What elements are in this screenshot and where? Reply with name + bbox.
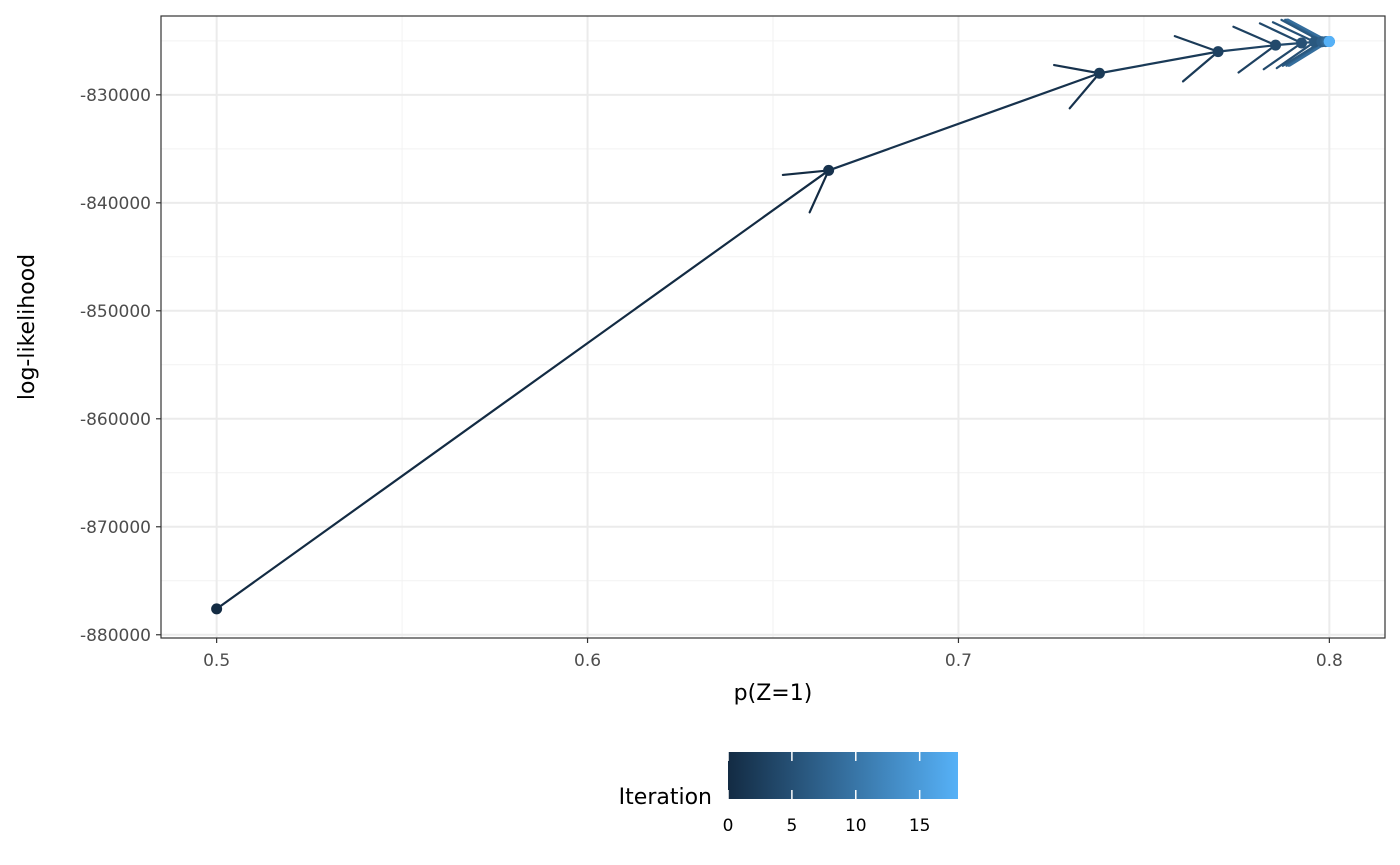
x-tick-label: 0.6: [574, 651, 601, 671]
axes: 0.5 0.6 0.7 0.8 -880000 -870000 -860000 -850000…: [80, 86, 1343, 671]
y-tick-label: -860000: [80, 410, 151, 430]
legend-tick-label: 0: [723, 816, 734, 836]
x-tick-label: 0.5: [203, 651, 230, 671]
segment-line: [215, 169, 830, 610]
legend-ticks: 0 5 10 15: [723, 752, 931, 836]
data-point: [1323, 35, 1335, 47]
data-point: [823, 164, 835, 176]
data-point: [211, 603, 223, 615]
data-point: [1093, 67, 1105, 79]
y-tick-label: -880000: [80, 626, 151, 646]
legend-tick-label: 5: [786, 816, 797, 836]
y-tick-label: -870000: [80, 518, 151, 538]
data-point: [1270, 39, 1282, 51]
data-point: [1212, 46, 1224, 58]
y-axis-title: log-likelihood: [15, 254, 40, 400]
panel-border: [160, 15, 1386, 639]
iteration-legend: Iteration 0 5 10 15: [619, 752, 958, 836]
y-tick-label: -850000: [80, 302, 151, 322]
legend-tick-label: 10: [845, 816, 867, 836]
legend-tick-label: 15: [909, 816, 931, 836]
grid-lines: [161, 16, 1385, 638]
segment-line: [1098, 50, 1220, 75]
x-axis-title: p(Z=1): [734, 681, 813, 706]
data-point: [1296, 37, 1308, 49]
legend-colorbar: [728, 752, 958, 799]
y-tick-label: -830000: [80, 86, 151, 106]
x-tick-label: 0.7: [945, 651, 972, 671]
series-path: [211, 18, 1335, 615]
y-tick-label: -840000: [80, 194, 151, 214]
segment-line: [1216, 44, 1277, 53]
segment-line: [827, 72, 1101, 172]
x-tick-label: 0.8: [1316, 651, 1343, 671]
legend-title: Iteration: [619, 785, 712, 810]
